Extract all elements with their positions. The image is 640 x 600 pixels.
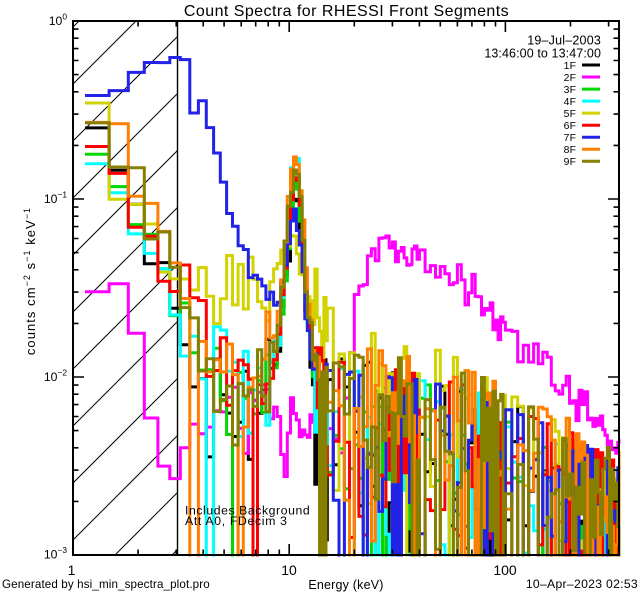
svg-text:Energy (keV): Energy (keV)	[308, 578, 383, 592]
svg-text:10: 10	[281, 562, 297, 578]
svg-text:Count Spectra for RHESSI Front: Count Spectra for RHESSI Front Segments	[184, 3, 509, 20]
svg-text:7F: 7F	[564, 133, 577, 144]
svg-text:1: 1	[68, 562, 76, 578]
svg-text:counts cm−2 s−1 keV−1: counts cm−2 s−1 keV−1	[22, 207, 38, 355]
svg-text:4F: 4F	[564, 97, 577, 108]
svg-text:19–Jul–2003: 19–Jul–2003	[527, 34, 601, 48]
svg-text:1F: 1F	[564, 61, 577, 72]
svg-text:6F: 6F	[564, 121, 577, 132]
svg-text:10–Apr–2023 02:53: 10–Apr–2023 02:53	[526, 577, 638, 591]
svg-text:13:46:00 to 13:47:00: 13:46:00 to 13:47:00	[484, 47, 601, 61]
svg-text:Att A0, FDecim 3: Att A0, FDecim 3	[185, 514, 288, 528]
svg-text:Includes Background: Includes Background	[185, 504, 310, 518]
svg-text:9F: 9F	[564, 157, 577, 168]
svg-text:100: 100	[493, 562, 517, 578]
svg-text:8F: 8F	[564, 145, 577, 156]
svg-text:5F: 5F	[564, 109, 577, 120]
svg-text:Generated by hsi_min_spectra_p: Generated by hsi_min_spectra_plot.pro	[2, 578, 210, 591]
svg-text:3F: 3F	[564, 85, 577, 96]
svg-text:2F: 2F	[564, 73, 577, 84]
